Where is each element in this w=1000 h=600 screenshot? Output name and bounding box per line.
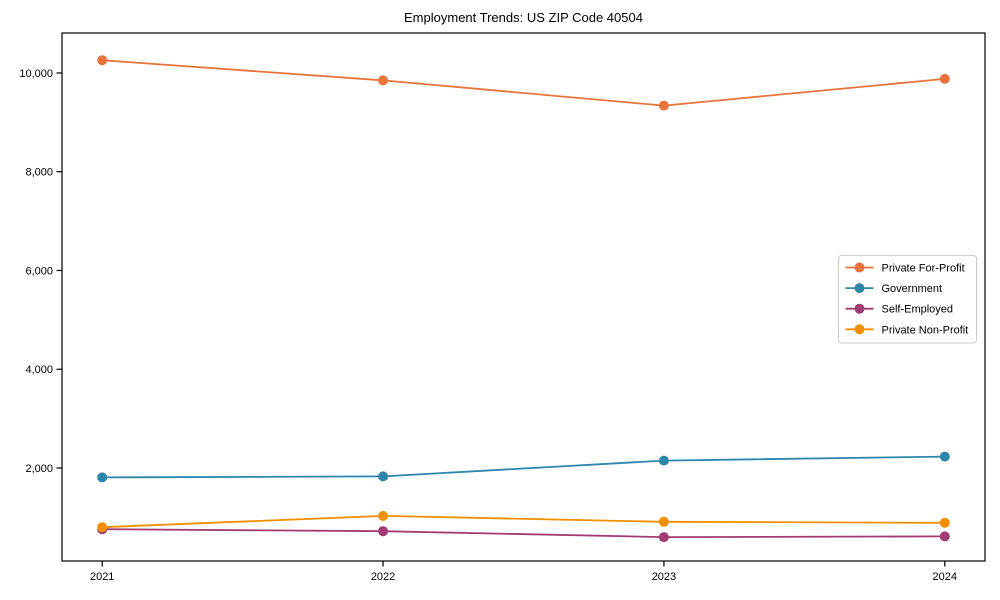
- y-tick-label: 8,000: [25, 167, 53, 179]
- series-line: [102, 59, 945, 107]
- legend: Private For-Profit Government Self-Employe…: [838, 255, 977, 344]
- x-tick-label: 2021: [90, 571, 114, 583]
- data-point-government-2021: [97, 472, 108, 483]
- data-point-private-non-profit-2021: [97, 522, 108, 533]
- chart-title: Employment Trends: US ZIP Code 40504: [404, 10, 643, 25]
- legend-label: Self-Employed: [882, 304, 954, 316]
- legend-swatch-marker: [854, 262, 865, 273]
- data-point-private-non-profit-2024: [939, 517, 950, 528]
- legend-entry-private-for-profit: Private For-Profit: [845, 262, 965, 275]
- data-point-self-employed-2022: [378, 526, 389, 537]
- series-government: [97, 451, 950, 483]
- data-point-private-non-profit-2022: [378, 510, 389, 521]
- legend-entry-government: Government: [845, 283, 943, 295]
- data-point-self-employed-2024: [939, 531, 950, 542]
- x-tick-label: 2022: [371, 571, 395, 583]
- legend-swatch-marker: [854, 324, 865, 335]
- legend-swatch-marker: [854, 283, 865, 294]
- data-point-private-for-profit-2023: [658, 100, 669, 111]
- data-point-government-2023: [658, 455, 669, 466]
- legend-label: Government: [882, 283, 943, 295]
- legend-entry-private-non-profit: Private Non-Profit: [845, 324, 969, 336]
- data-point-self-employed-2023: [658, 532, 669, 543]
- y-axis: 2,000 4,000 6,000 8,000 10,000: [19, 68, 62, 475]
- series-private-non-profit: [97, 510, 950, 533]
- legend-label: Private For-Profit: [882, 263, 965, 275]
- plot-border: [61, 32, 986, 562]
- legend-label: Private Non-Profit: [882, 324, 969, 336]
- y-tick-label: 10,000: [19, 68, 53, 80]
- data-point-private-for-profit-2022: [378, 75, 389, 86]
- series-private-for-profit: [97, 55, 950, 111]
- data-point-private-for-profit-2024: [939, 73, 950, 84]
- y-tick-label: 4,000: [25, 364, 53, 376]
- y-tick-label: 2,000: [25, 463, 53, 475]
- series-line: [102, 514, 945, 529]
- series-line: [102, 528, 945, 538]
- x-tick-label: 2023: [652, 571, 676, 583]
- legend-box: [838, 255, 977, 344]
- data-point-private-non-profit-2023: [658, 516, 669, 527]
- data-point-government-2024: [939, 451, 950, 462]
- y-tick-label: 6,000: [25, 265, 53, 277]
- data-point-government-2022: [378, 471, 389, 482]
- legend-entry-self-employed: Self-Employed: [845, 303, 954, 316]
- x-tick-label: 2024: [933, 571, 957, 583]
- series-self-employed: [97, 524, 950, 543]
- data-point-private-for-profit-2021: [97, 55, 108, 66]
- series-line: [102, 455, 945, 479]
- legend-swatch-marker: [854, 303, 865, 314]
- x-axis: 2021 2022 2023 2024: [90, 561, 957, 583]
